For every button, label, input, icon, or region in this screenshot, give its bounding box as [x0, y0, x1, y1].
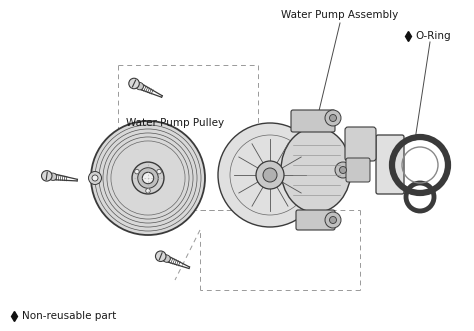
Circle shape	[157, 169, 161, 174]
Circle shape	[329, 216, 337, 223]
Circle shape	[136, 82, 144, 90]
Circle shape	[325, 110, 341, 126]
Circle shape	[218, 123, 322, 227]
Text: Water Pump Pulley: Water Pump Pulley	[126, 118, 224, 128]
Ellipse shape	[281, 127, 351, 213]
Circle shape	[335, 162, 351, 178]
FancyBboxPatch shape	[345, 127, 376, 161]
Circle shape	[142, 172, 154, 184]
Circle shape	[256, 161, 284, 189]
Circle shape	[163, 255, 170, 262]
Circle shape	[135, 169, 139, 174]
FancyBboxPatch shape	[291, 110, 335, 132]
Text: Water Pump Assembly: Water Pump Assembly	[282, 10, 399, 20]
Circle shape	[263, 168, 277, 182]
Circle shape	[91, 121, 205, 235]
Circle shape	[89, 171, 101, 184]
Circle shape	[129, 78, 139, 89]
Circle shape	[138, 168, 158, 188]
Circle shape	[329, 115, 337, 121]
Circle shape	[92, 175, 98, 181]
Circle shape	[339, 166, 346, 173]
FancyBboxPatch shape	[296, 210, 335, 230]
Circle shape	[155, 251, 166, 261]
Text: O-Ring: O-Ring	[415, 31, 451, 41]
Circle shape	[325, 212, 341, 228]
Circle shape	[132, 162, 164, 194]
Circle shape	[42, 170, 52, 181]
Text: Non-reusable part: Non-reusable part	[22, 311, 116, 321]
FancyBboxPatch shape	[376, 135, 404, 194]
FancyBboxPatch shape	[346, 158, 370, 182]
Circle shape	[146, 189, 150, 193]
Circle shape	[49, 173, 57, 180]
